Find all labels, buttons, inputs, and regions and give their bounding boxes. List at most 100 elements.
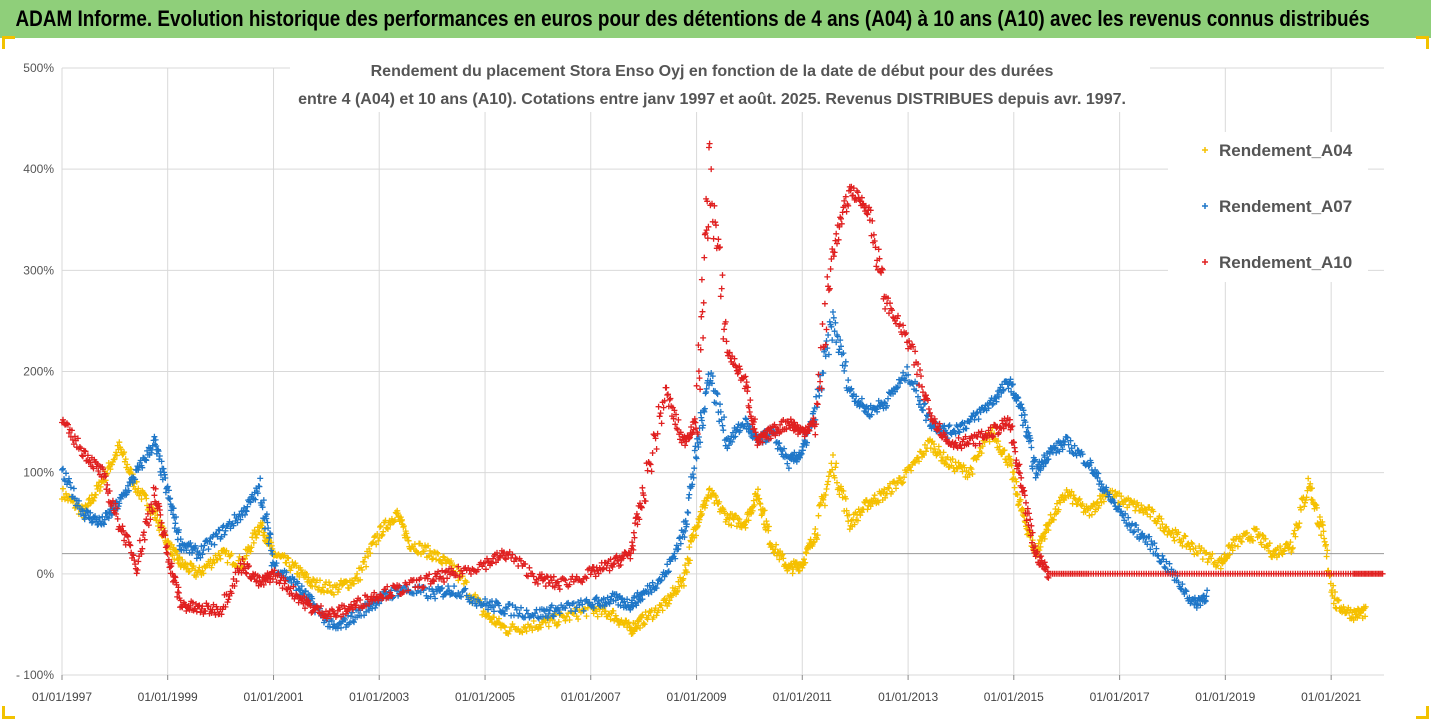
data-point bbox=[1283, 540, 1290, 547]
data-point bbox=[272, 562, 279, 569]
data-point bbox=[103, 486, 110, 493]
data-point bbox=[1019, 422, 1026, 429]
data-point bbox=[189, 599, 196, 606]
data-point bbox=[522, 625, 529, 631]
data-point bbox=[922, 441, 928, 448]
data-point bbox=[1214, 562, 1221, 569]
data-point bbox=[845, 518, 852, 525]
data-point bbox=[935, 443, 942, 450]
data-point bbox=[326, 579, 332, 586]
data-point bbox=[580, 607, 587, 614]
data-point bbox=[1341, 606, 1348, 613]
data-point bbox=[806, 427, 813, 434]
data-point bbox=[1017, 470, 1023, 477]
data-point bbox=[384, 583, 391, 590]
data-point bbox=[1258, 541, 1265, 548]
data-point bbox=[868, 411, 875, 418]
data-point bbox=[822, 341, 829, 348]
data-point bbox=[823, 338, 830, 344]
data-point bbox=[701, 405, 708, 412]
data-point bbox=[772, 432, 779, 439]
data-point bbox=[350, 618, 356, 624]
data-point bbox=[633, 602, 640, 609]
data-point bbox=[830, 253, 837, 260]
data-point bbox=[889, 307, 895, 314]
data-point bbox=[931, 415, 938, 422]
data-point bbox=[494, 549, 500, 556]
data-point bbox=[196, 564, 203, 571]
data-point bbox=[1303, 494, 1310, 501]
data-point bbox=[562, 605, 569, 612]
data-point bbox=[721, 326, 728, 333]
data-point bbox=[657, 577, 664, 584]
data-point bbox=[273, 579, 280, 586]
data-point bbox=[897, 321, 903, 328]
legend-background bbox=[1168, 132, 1368, 282]
data-point bbox=[463, 579, 470, 586]
data-point bbox=[172, 520, 179, 527]
data-point bbox=[231, 583, 238, 589]
data-point bbox=[624, 596, 631, 603]
data-point bbox=[1193, 604, 1200, 611]
data-point bbox=[814, 532, 821, 539]
data-point bbox=[81, 516, 88, 523]
data-point bbox=[363, 563, 370, 570]
data-point bbox=[1029, 539, 1035, 546]
data-point bbox=[1162, 565, 1169, 572]
data-point bbox=[831, 249, 838, 256]
data-point bbox=[339, 582, 345, 589]
data-point bbox=[693, 532, 699, 539]
data-point bbox=[1188, 539, 1195, 546]
data-point bbox=[837, 337, 844, 344]
y-tick-label: 100% bbox=[23, 466, 54, 480]
data-point bbox=[348, 613, 354, 620]
data-point bbox=[483, 566, 489, 573]
data-point bbox=[1106, 491, 1113, 498]
data-point bbox=[1182, 533, 1189, 540]
data-point bbox=[237, 516, 244, 523]
data-point bbox=[660, 404, 667, 411]
data-point bbox=[380, 528, 387, 535]
data-point bbox=[501, 555, 508, 561]
data-point bbox=[59, 466, 65, 473]
data-point bbox=[545, 623, 552, 630]
data-point bbox=[583, 613, 590, 620]
data-point bbox=[222, 527, 229, 534]
data-point bbox=[1021, 492, 1028, 499]
data-point bbox=[280, 553, 287, 560]
data-point bbox=[821, 300, 828, 307]
data-point bbox=[144, 447, 151, 454]
data-point bbox=[135, 466, 142, 473]
data-point bbox=[931, 446, 938, 452]
data-point bbox=[518, 557, 524, 564]
data-point bbox=[648, 589, 655, 596]
data-point bbox=[1028, 444, 1035, 451]
data-point bbox=[338, 624, 344, 631]
data-point bbox=[958, 445, 965, 452]
data-point bbox=[371, 589, 378, 596]
data-point bbox=[1042, 529, 1049, 536]
data-point bbox=[282, 577, 289, 584]
data-point bbox=[709, 373, 716, 380]
data-point bbox=[127, 542, 134, 549]
data-point bbox=[841, 367, 848, 374]
data-point bbox=[610, 561, 617, 568]
data-point bbox=[807, 536, 814, 543]
data-point bbox=[285, 555, 292, 562]
data-point bbox=[761, 507, 768, 514]
data-point bbox=[931, 441, 937, 448]
data-point bbox=[350, 606, 356, 613]
data-point bbox=[254, 490, 261, 497]
data-point bbox=[543, 573, 550, 580]
data-point bbox=[125, 533, 131, 540]
data-point bbox=[562, 577, 569, 584]
data-point bbox=[602, 608, 609, 615]
data-point bbox=[638, 504, 645, 511]
data-point bbox=[813, 421, 820, 428]
data-point bbox=[575, 616, 582, 623]
data-point bbox=[387, 589, 394, 596]
data-point bbox=[302, 588, 309, 594]
data-point bbox=[494, 599, 500, 606]
data-point bbox=[1291, 527, 1298, 534]
data-point bbox=[234, 519, 241, 526]
